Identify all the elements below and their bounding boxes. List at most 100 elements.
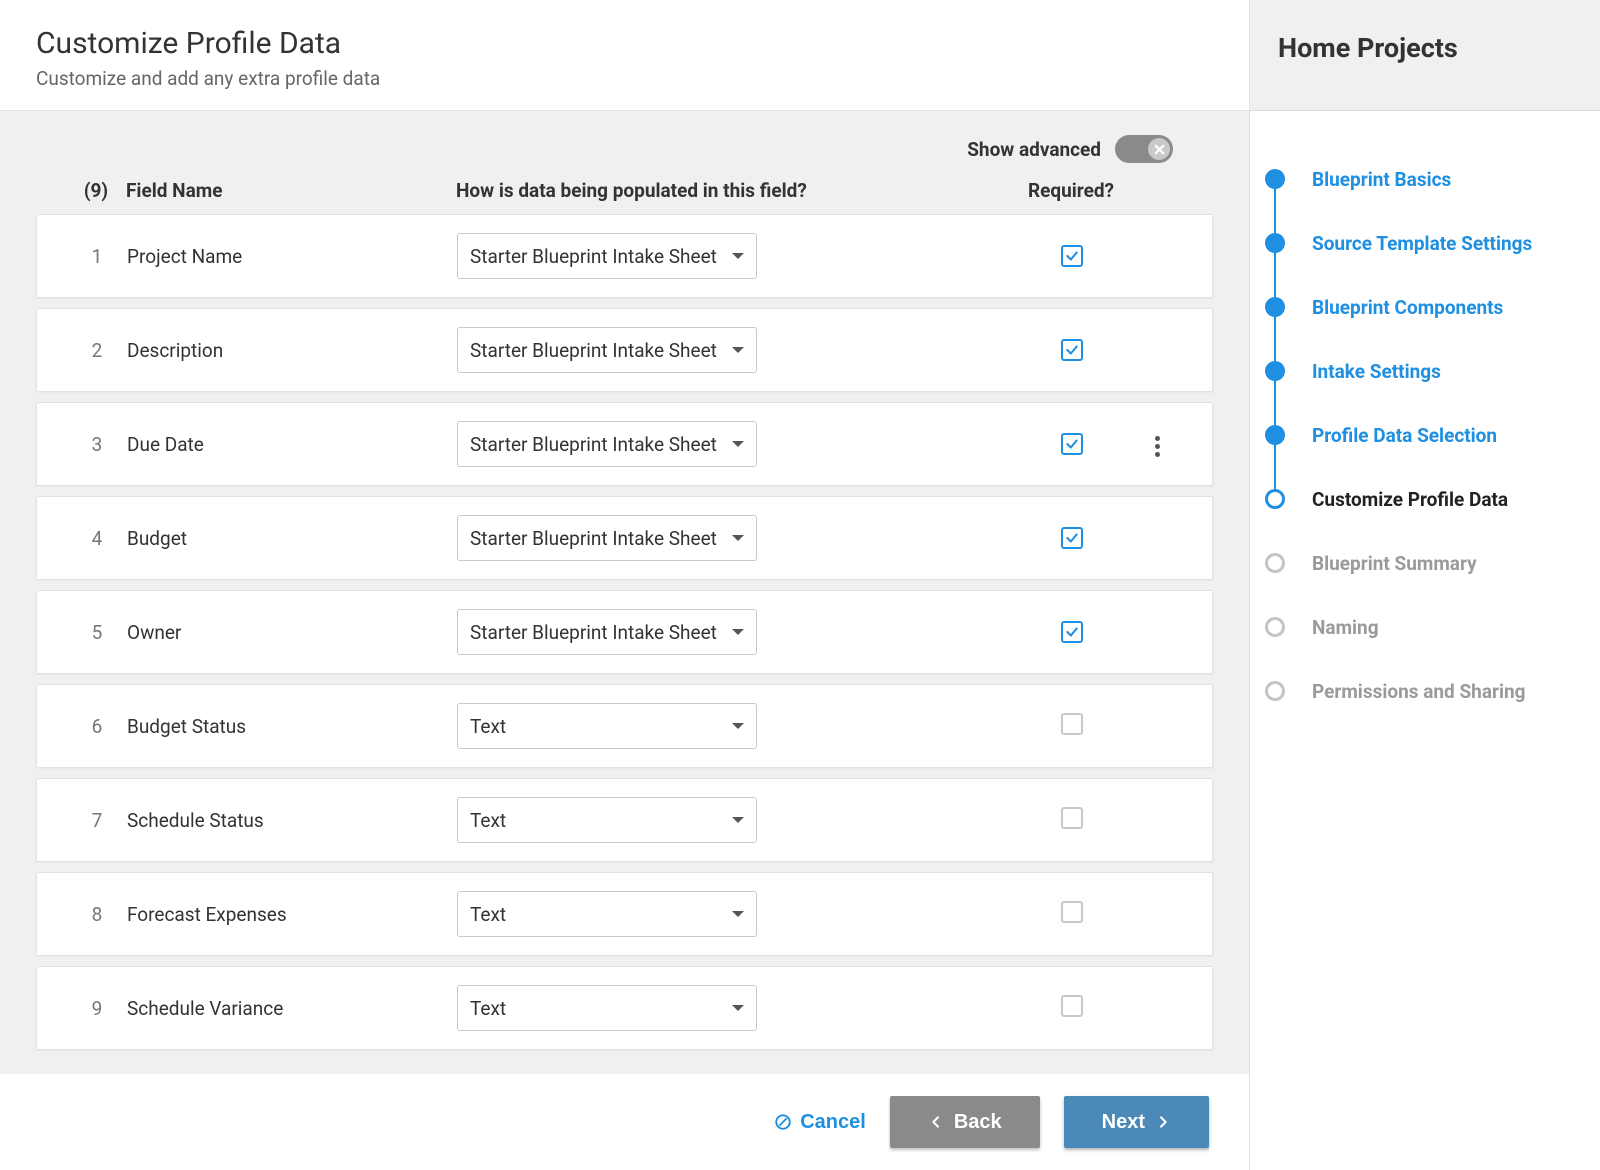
required-checkbox[interactable] bbox=[1061, 339, 1083, 361]
cancel-button[interactable]: Cancel bbox=[774, 1111, 866, 1134]
field-row: 6Budget StatusText bbox=[36, 684, 1213, 768]
population-cell: Starter Blueprint Intake Sheet bbox=[457, 421, 1007, 467]
cancel-label: Cancel bbox=[800, 1111, 866, 1134]
step-label: Blueprint Summary bbox=[1312, 552, 1477, 575]
wizard-step: Customize Profile Data bbox=[1260, 467, 1572, 531]
required-cell bbox=[1007, 807, 1137, 833]
step-pending-icon bbox=[1265, 553, 1285, 573]
required-cell bbox=[1007, 245, 1137, 267]
field-name: Schedule Variance bbox=[127, 997, 457, 1020]
check-icon bbox=[1065, 625, 1079, 639]
field-row: 8Forecast ExpensesText bbox=[36, 872, 1213, 956]
row-number: 5 bbox=[67, 621, 127, 644]
population-select[interactable]: Starter Blueprint Intake Sheet bbox=[457, 515, 757, 561]
population-select[interactable]: Text bbox=[457, 985, 757, 1031]
population-select[interactable]: Starter Blueprint Intake Sheet bbox=[457, 609, 757, 655]
step-label[interactable]: Blueprint Basics bbox=[1312, 168, 1451, 191]
step-done-icon bbox=[1265, 425, 1285, 445]
population-cell: Text bbox=[457, 797, 1007, 843]
chevron-down-icon bbox=[732, 535, 744, 541]
population-value: Text bbox=[470, 809, 722, 832]
row-number: 3 bbox=[67, 433, 127, 456]
required-checkbox[interactable] bbox=[1061, 901, 1083, 923]
population-select[interactable]: Text bbox=[457, 703, 757, 749]
next-label: Next bbox=[1102, 1111, 1145, 1134]
row-number: 1 bbox=[67, 245, 127, 268]
check-icon bbox=[1065, 531, 1079, 545]
population-select[interactable]: Starter Blueprint Intake Sheet bbox=[457, 233, 757, 279]
chevron-down-icon bbox=[732, 1005, 744, 1011]
chevron-right-icon bbox=[1155, 1114, 1171, 1130]
rows-container: 1Project NameStarter Blueprint Intake Sh… bbox=[36, 214, 1213, 1050]
required-checkbox[interactable] bbox=[1061, 527, 1083, 549]
field-row: 3Due DateStarter Blueprint Intake Sheet bbox=[36, 402, 1213, 486]
step-label: Naming bbox=[1312, 616, 1379, 639]
chevron-down-icon bbox=[732, 253, 744, 259]
wizard-step: Permissions and Sharing bbox=[1260, 659, 1572, 723]
population-cell: Text bbox=[457, 703, 1007, 749]
population-value: Text bbox=[470, 903, 722, 926]
wizard-step[interactable]: Blueprint Components bbox=[1260, 275, 1572, 339]
wizard-step[interactable]: Source Template Settings bbox=[1260, 211, 1572, 275]
required-checkbox[interactable] bbox=[1061, 245, 1083, 267]
required-cell bbox=[1007, 995, 1137, 1021]
step-marker-col bbox=[1260, 617, 1290, 637]
field-row: 2DescriptionStarter Blueprint Intake She… bbox=[36, 308, 1213, 392]
population-cell: Starter Blueprint Intake Sheet bbox=[457, 609, 1007, 655]
field-name: Budget Status bbox=[127, 715, 457, 738]
required-checkbox[interactable] bbox=[1061, 807, 1083, 829]
cancel-icon bbox=[774, 1113, 792, 1131]
required-checkbox[interactable] bbox=[1061, 621, 1083, 643]
toggle-knob bbox=[1148, 138, 1170, 160]
field-name: Description bbox=[127, 339, 457, 362]
step-marker-col bbox=[1260, 233, 1290, 253]
check-icon bbox=[1065, 343, 1079, 357]
population-cell: Starter Blueprint Intake Sheet bbox=[457, 515, 1007, 561]
back-label: Back bbox=[954, 1111, 1002, 1134]
step-label[interactable]: Source Template Settings bbox=[1312, 232, 1532, 255]
field-name: Due Date bbox=[127, 433, 457, 456]
population-select[interactable]: Text bbox=[457, 891, 757, 937]
toolbar: Show advanced bbox=[36, 135, 1213, 163]
row-number: 9 bbox=[67, 997, 127, 1020]
field-name: Budget bbox=[127, 527, 457, 550]
field-row: 4BudgetStarter Blueprint Intake Sheet bbox=[36, 496, 1213, 580]
population-cell: Starter Blueprint Intake Sheet bbox=[457, 233, 1007, 279]
show-advanced-toggle[interactable] bbox=[1115, 135, 1173, 163]
back-button[interactable]: Back bbox=[890, 1096, 1040, 1148]
required-cell bbox=[1007, 527, 1137, 549]
row-number: 2 bbox=[67, 339, 127, 362]
population-value: Text bbox=[470, 715, 722, 738]
page-subtitle: Customize and add any extra profile data bbox=[36, 67, 1213, 90]
required-checkbox[interactable] bbox=[1061, 713, 1083, 735]
wizard-step[interactable]: Blueprint Basics bbox=[1260, 147, 1572, 211]
required-checkbox[interactable] bbox=[1061, 433, 1083, 455]
step-label[interactable]: Profile Data Selection bbox=[1312, 424, 1497, 447]
wizard-step[interactable]: Profile Data Selection bbox=[1260, 403, 1572, 467]
check-icon bbox=[1065, 249, 1079, 263]
step-marker-col bbox=[1260, 169, 1290, 189]
step-label[interactable]: Intake Settings bbox=[1312, 360, 1441, 383]
population-select[interactable]: Starter Blueprint Intake Sheet bbox=[457, 327, 757, 373]
population-select[interactable]: Starter Blueprint Intake Sheet bbox=[457, 421, 757, 467]
step-label[interactable]: Blueprint Components bbox=[1312, 296, 1503, 319]
step-label: Customize Profile Data bbox=[1312, 488, 1508, 511]
field-row: 9Schedule Variance Text bbox=[36, 966, 1213, 1050]
row-number: 7 bbox=[67, 809, 127, 832]
sidebar-title: Home Projects bbox=[1278, 32, 1572, 64]
main-panel: Customize Profile Data Customize and add… bbox=[0, 0, 1250, 1170]
step-pending-icon bbox=[1265, 681, 1285, 701]
chevron-down-icon bbox=[732, 817, 744, 823]
required-checkbox[interactable] bbox=[1061, 995, 1083, 1017]
next-button[interactable]: Next bbox=[1064, 1096, 1209, 1148]
population-value: Text bbox=[470, 997, 722, 1020]
chevron-down-icon bbox=[732, 441, 744, 447]
population-select[interactable]: Text bbox=[457, 797, 757, 843]
population-header: How is data being populated in this fiel… bbox=[456, 179, 1006, 202]
wizard-step[interactable]: Intake Settings bbox=[1260, 339, 1572, 403]
chevron-left-icon bbox=[928, 1114, 944, 1130]
row-menu-button[interactable] bbox=[1149, 430, 1166, 463]
chevron-down-icon bbox=[732, 723, 744, 729]
field-name: Schedule Status bbox=[127, 809, 457, 832]
step-done-icon bbox=[1265, 361, 1285, 381]
